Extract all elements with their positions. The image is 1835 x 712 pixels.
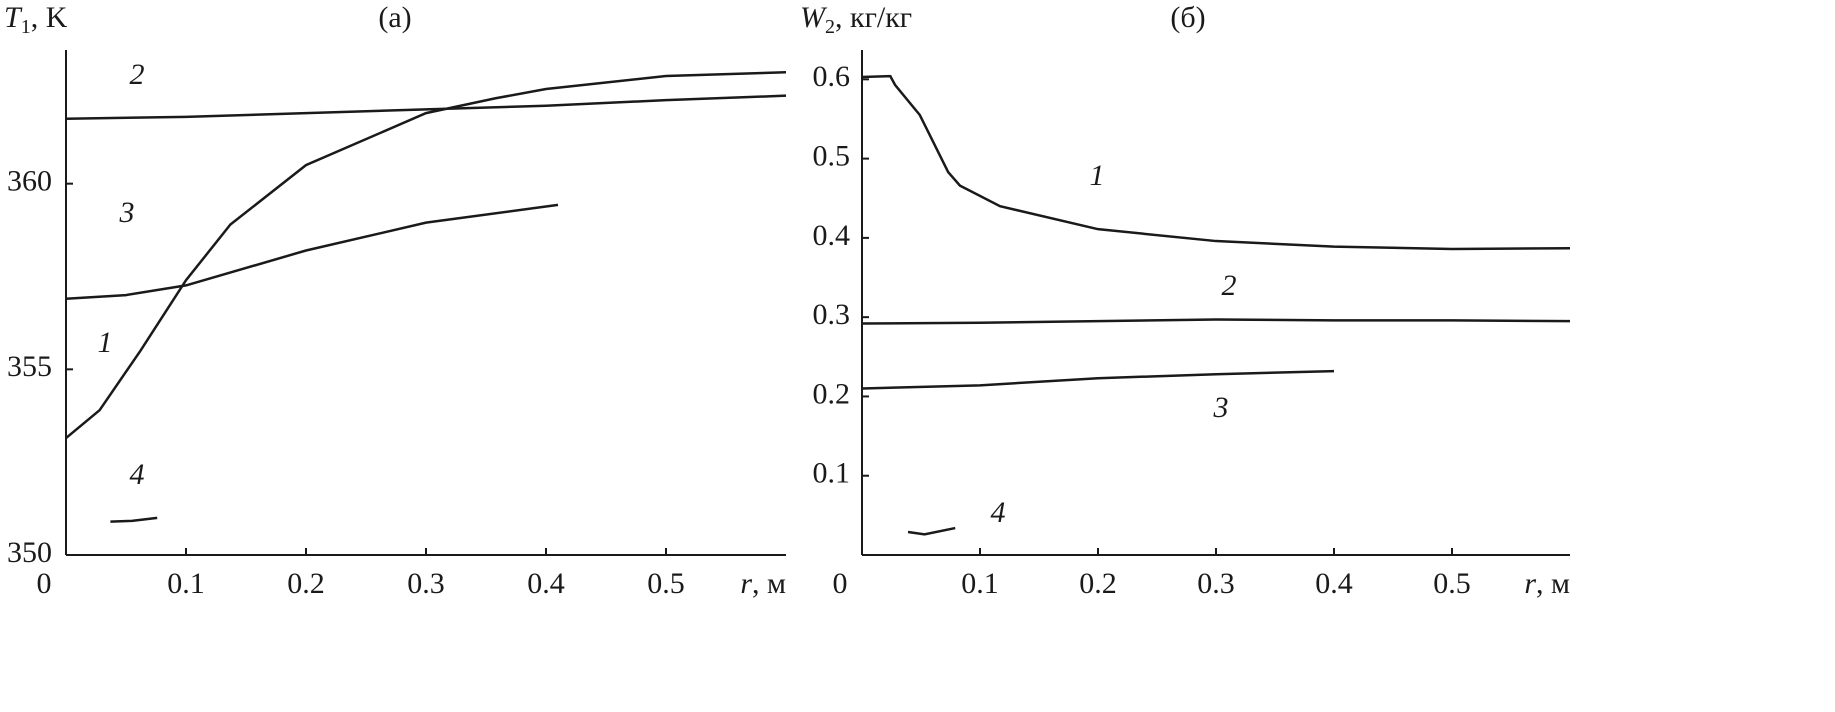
y-tick-label: 0.1 xyxy=(813,457,851,490)
y-tick-label: 0.3 xyxy=(813,298,851,331)
y-unit: , K xyxy=(31,1,68,34)
x-tick-label: 0.4 xyxy=(1315,567,1353,600)
x-tick-label: 0 xyxy=(833,567,848,600)
panel-title: (а) xyxy=(378,1,411,34)
x-axis-label: r, м xyxy=(740,567,786,600)
curve xyxy=(861,318,1571,325)
curve xyxy=(907,526,956,536)
y-symbol: W xyxy=(800,1,828,34)
curve-label: 1 xyxy=(1090,159,1105,192)
y-tick-label: 0.4 xyxy=(813,219,851,252)
x-axis-label: r, м xyxy=(1524,567,1570,600)
panel-title: (б) xyxy=(1170,1,1205,34)
curve xyxy=(861,369,1335,390)
curve-label: 2 xyxy=(1222,269,1237,302)
x-symbol: r xyxy=(740,567,752,600)
y-subscript: 2 xyxy=(825,16,835,38)
y-tick-label: 0.2 xyxy=(813,377,851,410)
y-tick-label: 350 xyxy=(7,536,52,569)
curve-label: 1 xyxy=(98,326,113,359)
y-axis-label: T1, K xyxy=(4,1,68,38)
y-unit: , кг/кг xyxy=(835,1,912,34)
y-tick-label: 0.5 xyxy=(813,140,851,173)
curve xyxy=(110,516,158,523)
curve-label: 3 xyxy=(119,196,135,229)
x-tick-label: 0.5 xyxy=(1433,567,1471,600)
curve xyxy=(65,94,787,120)
y-subscript: 1 xyxy=(21,16,31,38)
curve-label: 4 xyxy=(991,496,1006,529)
x-tick-label: 0.1 xyxy=(961,567,999,600)
y-tick-label: 355 xyxy=(7,350,52,383)
curve xyxy=(65,71,787,439)
y-symbol: T xyxy=(4,1,23,34)
curve-label: 2 xyxy=(130,58,145,91)
x-tick-label: 0.3 xyxy=(407,567,445,600)
x-tick-label: 0.4 xyxy=(527,567,565,600)
x-tick-label: 0.2 xyxy=(1079,567,1117,600)
x-tick-label: 0.3 xyxy=(1197,567,1235,600)
x-tick-label: 0.2 xyxy=(287,567,325,600)
y-axis-label: W2, кг/кг xyxy=(800,1,912,38)
x-unit: , м xyxy=(1536,567,1570,600)
curve-label: 3 xyxy=(1213,391,1229,424)
y-tick-label: 360 xyxy=(7,165,52,198)
curve-label: 4 xyxy=(130,458,145,491)
x-tick-label: 0.5 xyxy=(647,567,685,600)
curve xyxy=(65,203,559,301)
x-unit: , м xyxy=(752,567,786,600)
x-symbol: r xyxy=(1524,567,1536,600)
curve xyxy=(861,74,1571,251)
y-tick-label: 0.6 xyxy=(813,60,851,93)
x-tick-label: 0.1 xyxy=(167,567,205,600)
x-tick-label: 0 xyxy=(37,567,52,600)
